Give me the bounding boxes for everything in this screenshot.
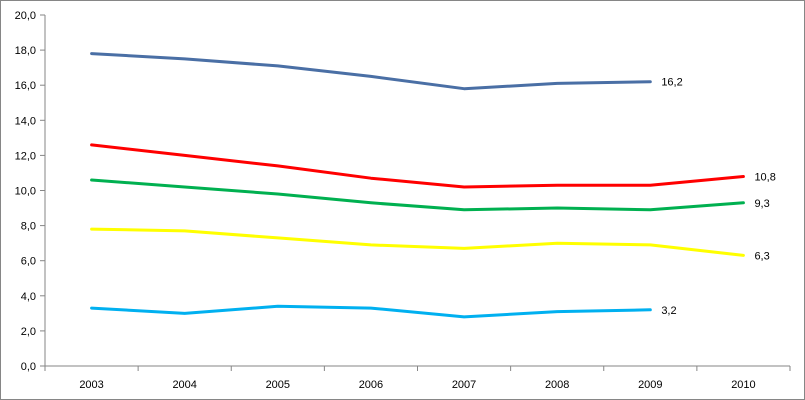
series-line-4 xyxy=(90,227,745,257)
x-tick-label: 2005 xyxy=(266,379,290,391)
axes xyxy=(40,14,791,371)
data-label-4: 6,3 xyxy=(754,250,769,262)
y-tick-label: 10,0 xyxy=(15,186,36,198)
data-label-3: 9,3 xyxy=(754,198,769,210)
x-tick-label: 2003 xyxy=(79,379,103,391)
y-tick-label: 14,0 xyxy=(15,115,36,127)
x-tick-label: 2004 xyxy=(172,379,196,391)
data-label-2: 10,8 xyxy=(754,171,775,183)
data-label-1: 16,2 xyxy=(661,77,682,89)
x-tick-label: 2010 xyxy=(731,379,755,391)
x-tick-label: 2008 xyxy=(545,379,569,391)
y-tick-label: 6,0 xyxy=(21,256,36,268)
y-tick-label: 18,0 xyxy=(15,45,36,57)
series-line-3 xyxy=(90,178,745,212)
series-line-2 xyxy=(90,143,745,189)
y-tick-label: 2,0 xyxy=(21,326,36,338)
x-tick-label: 2009 xyxy=(638,379,662,391)
y-tick-label: 16,0 xyxy=(15,80,36,92)
series-lines xyxy=(90,52,745,319)
x-tick-label: 2007 xyxy=(452,379,476,391)
series-line-5 xyxy=(90,304,652,319)
y-tick-label: 4,0 xyxy=(21,291,36,303)
series-line-1 xyxy=(90,52,652,91)
data-label-5: 3,2 xyxy=(661,305,676,317)
y-tick-label: 0,0 xyxy=(21,361,36,373)
x-tick-label: 2006 xyxy=(359,379,383,391)
y-tick-label: 12,0 xyxy=(15,150,36,162)
y-tick-label: 20,0 xyxy=(15,10,36,22)
data-labels: 16,2 10,8 9,3 6,3 3,2 xyxy=(661,77,776,317)
tick-labels: 0,0 2,0 4,0 6,0 8,0 10,0 12,0 14,0 16,0 18,0 20,0 2… xyxy=(15,10,756,391)
y-tick-label: 8,0 xyxy=(21,221,36,233)
